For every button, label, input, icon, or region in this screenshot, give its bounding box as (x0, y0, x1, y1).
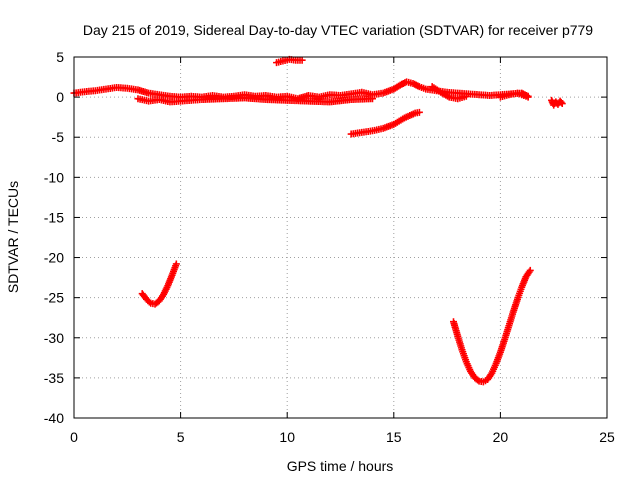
y-tick-label: -40 (44, 410, 64, 426)
data-point (558, 100, 566, 108)
interpolated-points (349, 95, 375, 103)
interpolated-points (200, 95, 225, 103)
interpolated-points (156, 292, 166, 303)
series-isolated-cluster-near-22-7-h (548, 96, 566, 109)
x-axis-label: GPS time / hours (287, 458, 394, 474)
interpolated-points (328, 96, 353, 106)
interpolated-points (275, 58, 285, 66)
chart-title: Day 215 of 2019, Sidereal Day-to-day VTE… (83, 22, 593, 38)
x-tick-label: 25 (599, 429, 615, 445)
interpolated-points (516, 90, 526, 99)
interpolated-points (85, 87, 97, 95)
x-tick-label: 15 (386, 429, 402, 445)
interpolated-points (392, 115, 407, 127)
data-point (524, 93, 532, 101)
interpolated-points (463, 360, 474, 374)
data-point (172, 260, 180, 268)
interpolated-points (152, 298, 162, 307)
interpolated-points (264, 96, 289, 104)
interpolated-points (411, 80, 422, 90)
data-point (415, 108, 423, 116)
interpolated-points (160, 283, 171, 297)
y-tick-labels: 5 0 -5 -10 -15 -20 -25 -30 -35 -40 (44, 49, 64, 426)
interpolated-points (402, 110, 417, 121)
y-tick-label: -10 (44, 169, 64, 185)
data-point (368, 95, 376, 103)
interpolated-points (242, 94, 268, 103)
x-tick-label: 5 (177, 429, 185, 445)
y-tick-label: 5 (56, 49, 64, 65)
y-tick-label: -35 (44, 370, 64, 386)
y-tick-label: -25 (44, 290, 64, 306)
interpolated-points (430, 84, 443, 95)
interpolated-points (405, 78, 415, 87)
interpolated-points (548, 98, 557, 108)
grid-lines (74, 57, 607, 418)
x-tick-label: 0 (70, 429, 78, 445)
interpolated-points (438, 89, 452, 100)
interpolated-points (418, 83, 428, 92)
series-dip-17-8-21-4-h (449, 266, 534, 386)
plot-border (73, 56, 608, 419)
x-tick-label: 10 (279, 429, 295, 445)
interpolated-points (472, 375, 482, 384)
interpolated-points (557, 98, 565, 106)
interpolated-points (507, 90, 519, 98)
y-tick-label: 0 (56, 89, 64, 105)
y-tick-label: -30 (44, 330, 64, 346)
interpolated-points (294, 56, 304, 64)
series-dip-3-5-h (138, 260, 180, 308)
series-segment-near-17-18-5-h (428, 83, 470, 103)
interpolated-points (499, 91, 511, 101)
interpolated-points (139, 291, 149, 302)
interpolated-points (79, 88, 89, 96)
series-lower-near-zero-band (134, 94, 376, 106)
interpolated-points (447, 94, 460, 102)
x-tick-labels: 0 5 10 15 20 25 (70, 429, 615, 445)
interpolated-points (489, 361, 499, 375)
interpolated-points (144, 297, 153, 306)
interpolated-points (285, 96, 311, 105)
x-tick-label: 20 (493, 429, 509, 445)
interpolated-points (391, 82, 403, 92)
series-declining-segment-13-16-h (347, 108, 423, 138)
series-late-segment-20-21-3-h (496, 89, 532, 101)
y-axis-label: SDTVAR / TECUs (5, 181, 21, 293)
y-tick-label: -5 (52, 129, 65, 145)
interpolated-points (456, 93, 468, 102)
data-point (462, 92, 470, 100)
y-tick-label: -15 (44, 209, 64, 225)
data-point (298, 56, 306, 64)
interpolated-points (485, 371, 495, 382)
interpolated-points (523, 268, 533, 279)
interpolated-points (468, 369, 478, 380)
y-tick-label: -20 (44, 250, 64, 266)
interpolated-points (281, 56, 291, 64)
interpolated-points (306, 97, 332, 106)
data-points (70, 55, 566, 386)
data-point (526, 266, 534, 274)
series-short-segment-near-10-h (273, 55, 306, 67)
interpolated-points (221, 94, 247, 103)
interpolated-points (287, 56, 298, 64)
interpolated-points (72, 89, 82, 97)
interpolated-points (398, 79, 409, 88)
